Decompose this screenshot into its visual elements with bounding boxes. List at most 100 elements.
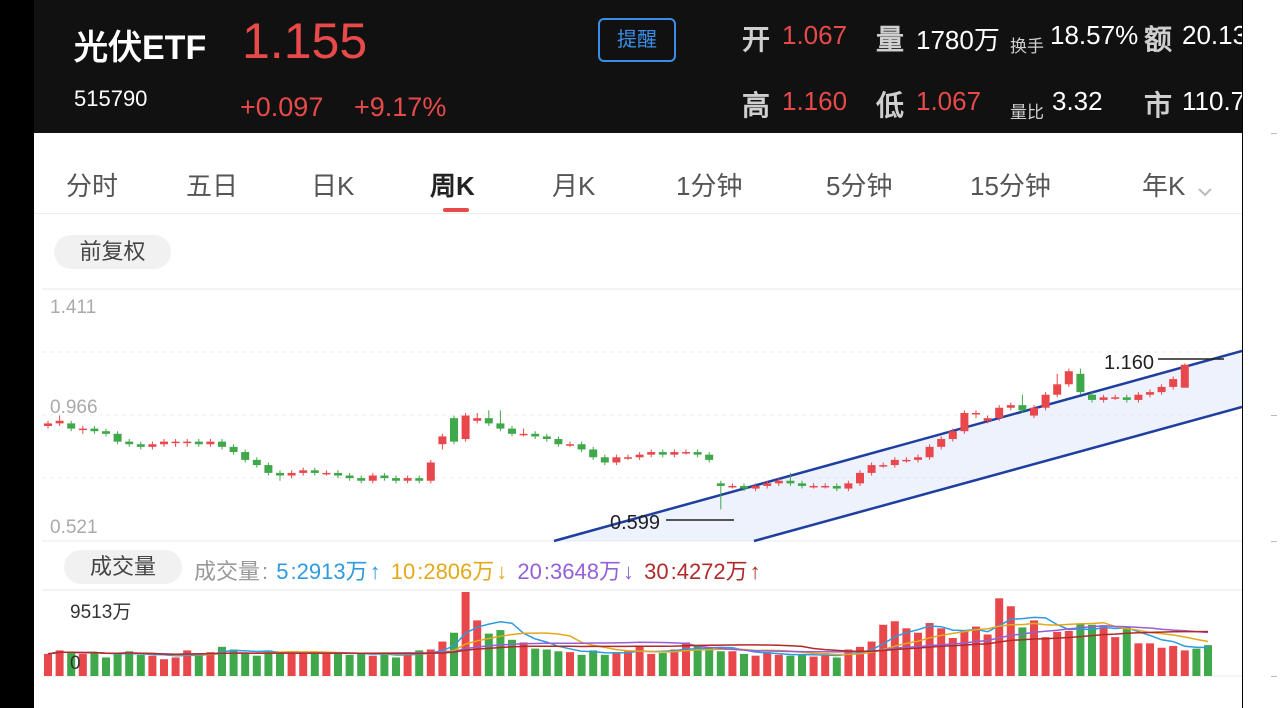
ma30-stat: 30:4272万↑ — [644, 559, 761, 584]
volume-bar — [183, 650, 192, 676]
candle — [983, 418, 992, 421]
candle — [1064, 371, 1073, 385]
ma5-stat: 5:2913万↑ — [276, 559, 381, 584]
volume-bar — [705, 647, 714, 676]
open-value: 1.067 — [782, 20, 848, 50]
tab-five-day[interactable]: 五日 — [186, 171, 239, 201]
tab-yearly-k[interactable]: 年K — [1142, 166, 1213, 204]
candle — [879, 465, 888, 467]
volume-bar — [438, 641, 447, 676]
candle — [925, 446, 934, 458]
volume-bar — [55, 650, 64, 676]
volume-bar — [937, 628, 946, 676]
volume-bar — [264, 650, 273, 676]
volume-bar — [345, 654, 354, 676]
volume-bar — [496, 630, 505, 676]
volume-bar — [914, 632, 922, 676]
volume-bar — [635, 645, 644, 676]
volume-bar — [102, 657, 110, 676]
tab-1-minute[interactable]: 1分钟 — [676, 171, 743, 201]
volume-bar — [1041, 637, 1050, 676]
volume-bar — [972, 626, 980, 676]
volume-ma-lines-group — [47, 616, 1209, 657]
tab-monthly-k[interactable]: 月K — [552, 171, 596, 201]
y-tick-mid: 0.966 — [50, 397, 98, 418]
fund-code: 515790 — [74, 86, 148, 111]
volume-bar — [1157, 647, 1166, 676]
fund-name: 光伏ETF — [74, 29, 207, 67]
candle — [90, 428, 99, 432]
quote-header: 光伏ETF 515790 1.155 +0.097 +9.17% 提醒 开 1.… — [34, 0, 1242, 133]
candle — [508, 428, 516, 434]
candle — [102, 431, 110, 434]
candle — [821, 485, 830, 488]
price-chart — [42, 288, 1242, 677]
volume-bar — [206, 652, 215, 676]
volume-bar — [310, 652, 319, 676]
candle — [380, 475, 389, 479]
volume-bar — [740, 653, 748, 676]
tab-separator — [34, 213, 1242, 214]
candle — [902, 459, 911, 462]
candle — [612, 457, 621, 463]
volume-stats-label: 成交量: — [194, 559, 269, 584]
tab-weekly-k[interactable]: 周K — [430, 171, 475, 201]
candle — [415, 478, 424, 481]
candle — [252, 459, 261, 466]
candle — [635, 454, 644, 458]
candle — [171, 441, 180, 444]
open-label: 开 — [742, 24, 771, 55]
candle — [867, 465, 876, 473]
candle — [241, 452, 250, 460]
volume-bar — [171, 657, 180, 676]
candle — [1088, 394, 1096, 400]
volume-bar — [148, 655, 157, 676]
candle — [693, 452, 702, 455]
volume-bar — [983, 634, 992, 676]
volume-bar — [832, 657, 841, 676]
tab-daily-k[interactable]: 日K — [311, 171, 355, 201]
active-tab-indicator — [443, 208, 469, 212]
volume-bar — [113, 653, 122, 676]
candle — [972, 412, 980, 415]
candle — [1180, 364, 1189, 388]
volume-bar — [403, 654, 412, 676]
candle — [67, 423, 76, 429]
adjust-button[interactable]: 前复权 — [54, 235, 171, 269]
candle — [1111, 397, 1120, 399]
candle — [287, 472, 296, 476]
candle — [624, 457, 632, 459]
candle — [786, 480, 795, 484]
volume-bar — [821, 653, 830, 676]
volume-value: 1780万 — [916, 25, 1000, 55]
ma20-stat: 20:3648万↓ — [517, 559, 634, 584]
tab-15-minute[interactable]: 15分钟 — [970, 171, 1051, 201]
volume-label: 量 — [876, 24, 905, 55]
volume-bar — [1204, 645, 1212, 676]
volume-bar — [1064, 630, 1073, 676]
candle — [682, 452, 690, 454]
candle — [1146, 392, 1154, 395]
volume-bar — [392, 657, 400, 676]
volume-bar — [426, 649, 435, 676]
tab-intraday[interactable]: 分时 — [66, 171, 119, 201]
volume-tab-button[interactable]: 成交量 — [64, 550, 182, 584]
candle — [798, 483, 806, 486]
mcap-value: 110.7 — [1182, 86, 1242, 116]
volume-bar — [798, 654, 806, 676]
low-annotation: 0.599 — [610, 512, 661, 534]
tab-5-minute[interactable]: 5分钟 — [826, 171, 893, 201]
candle — [299, 470, 308, 473]
alert-button[interactable]: 提醒 — [598, 18, 676, 62]
volume-bar — [693, 645, 702, 676]
candle — [566, 444, 574, 446]
candle — [995, 407, 1004, 419]
candle — [136, 444, 145, 447]
candle — [577, 444, 586, 450]
volume-bar — [612, 652, 621, 676]
volume-bar — [577, 654, 586, 676]
trend-channel-upper — [553, 349, 1242, 543]
volume-bar — [357, 653, 366, 676]
volume-bar — [1192, 648, 1201, 676]
volume-bar — [508, 639, 516, 676]
